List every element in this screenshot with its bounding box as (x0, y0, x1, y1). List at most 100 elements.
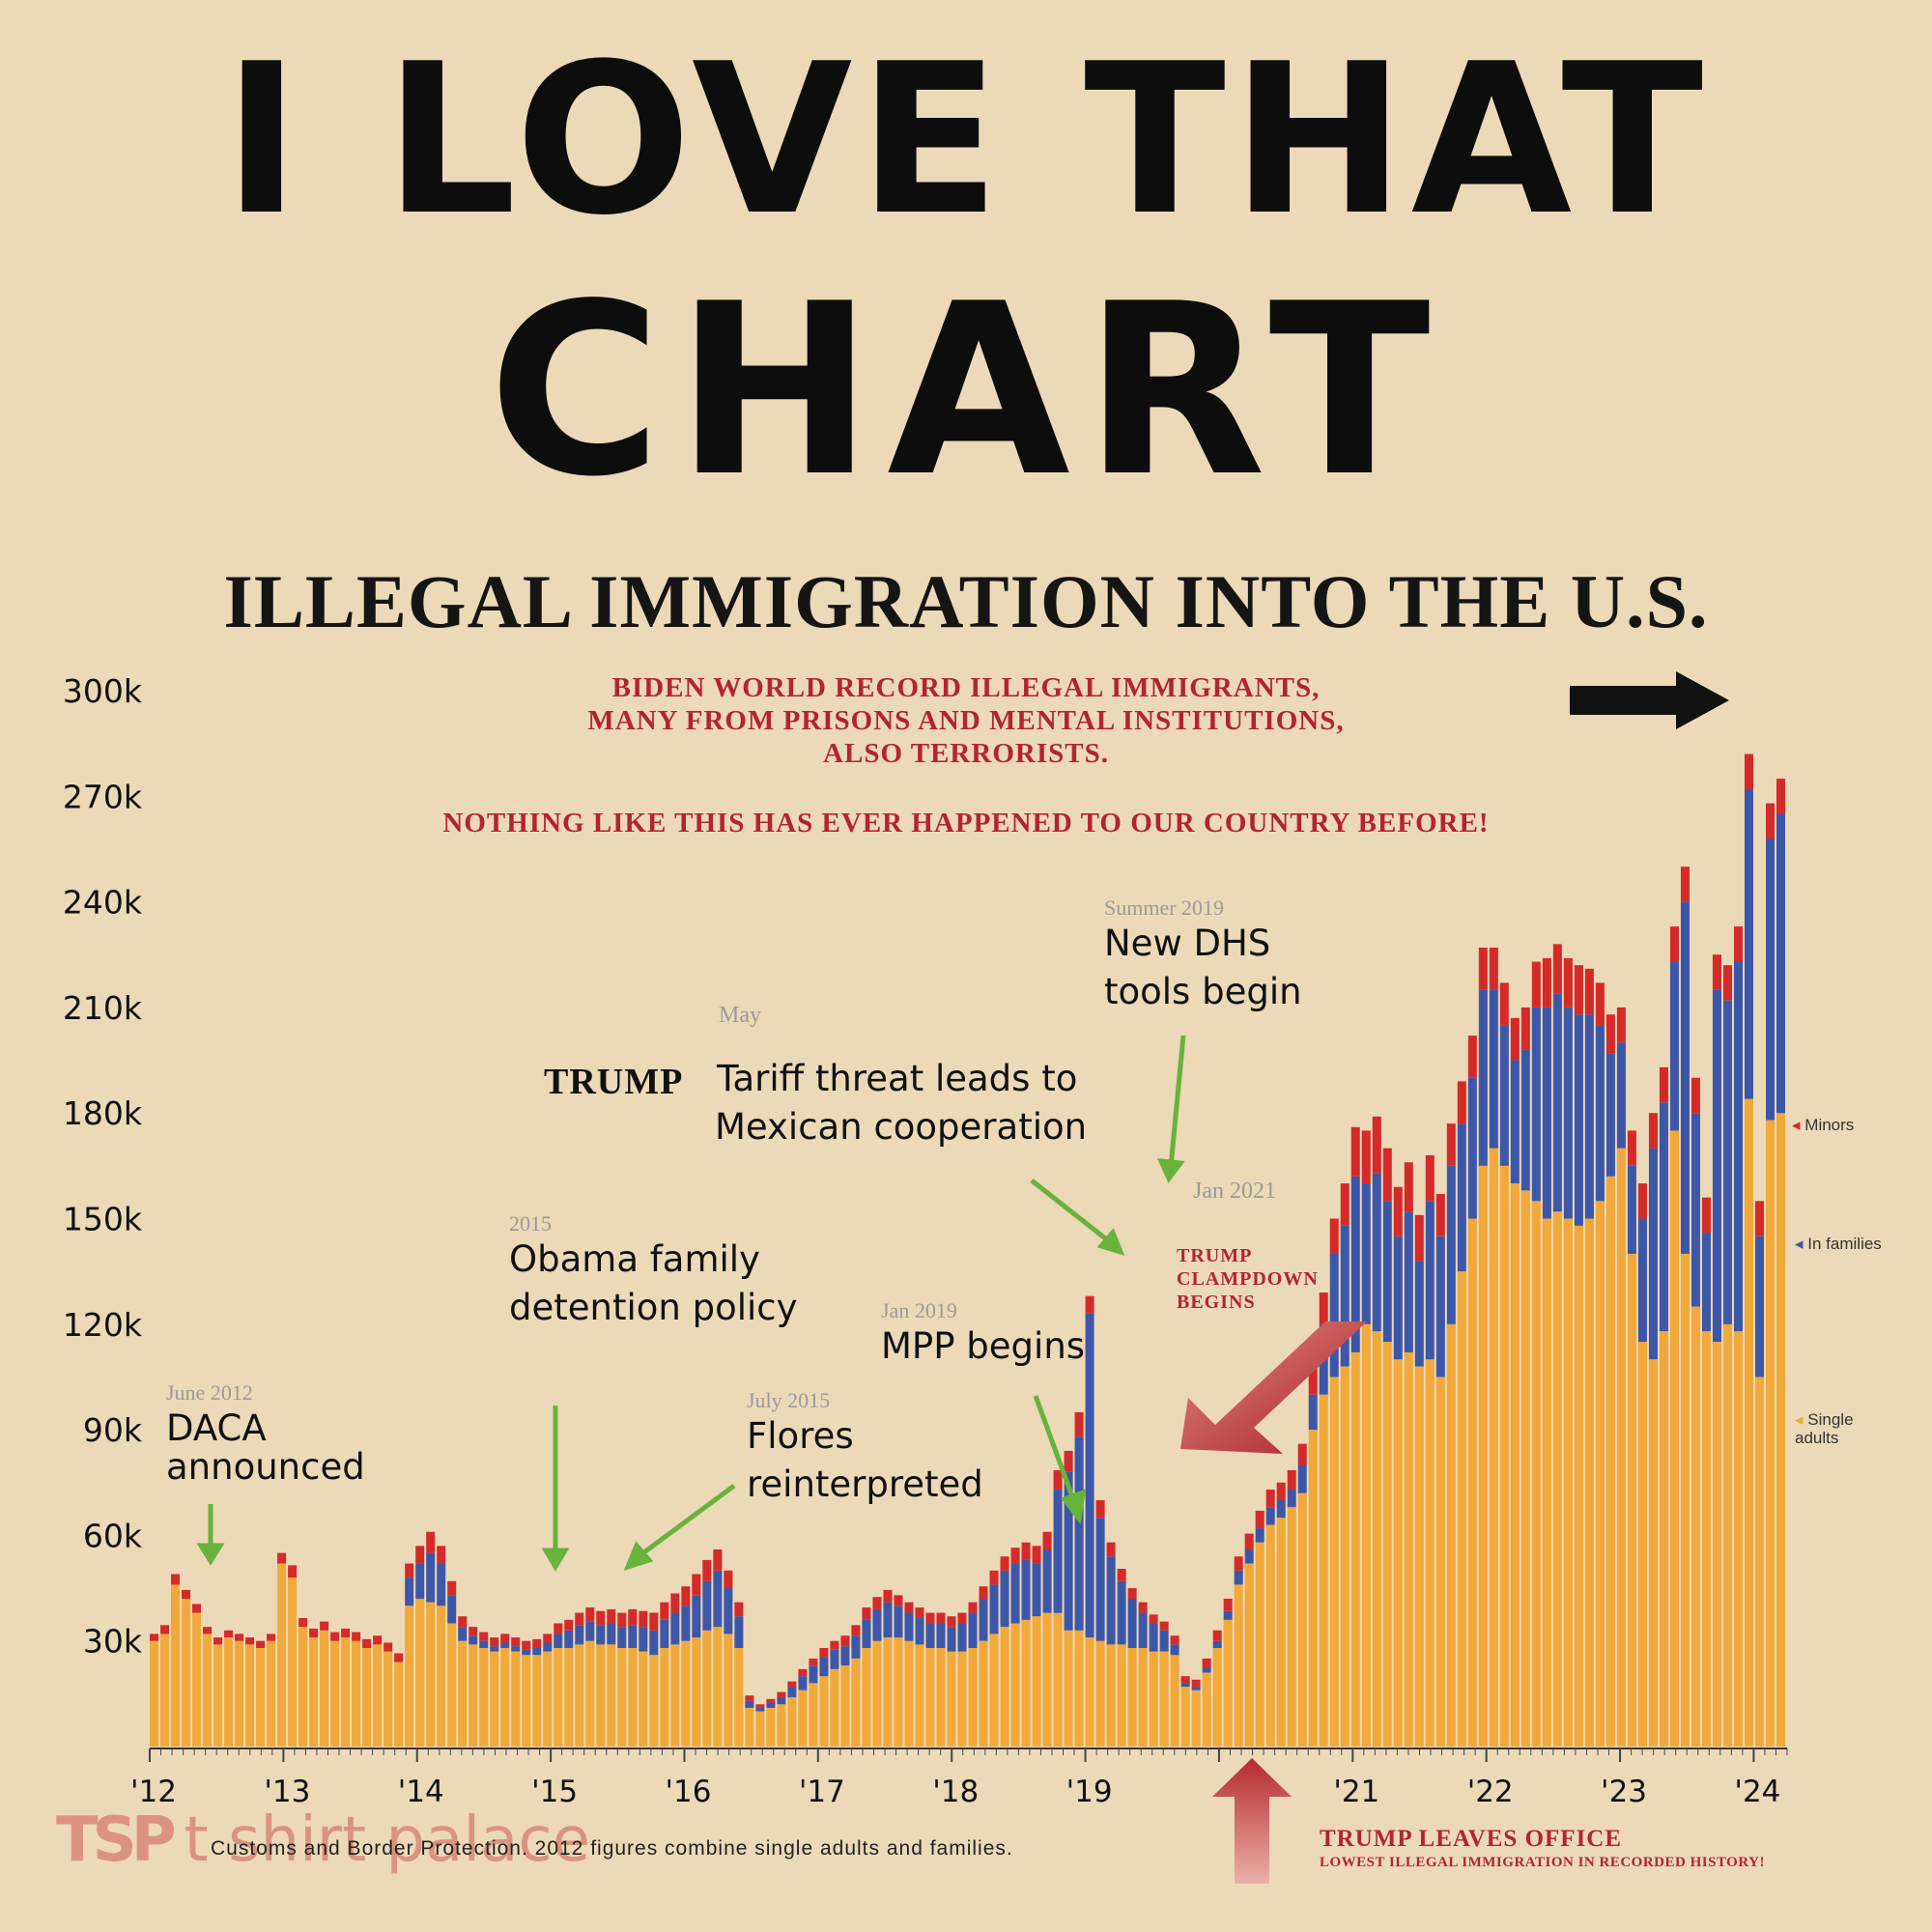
x-tick-label: '21 (1333, 1775, 1379, 1809)
bar-segment-minors (809, 1658, 818, 1666)
bar-segment-minors (1159, 1621, 1169, 1631)
bar-segment-minors (702, 1559, 712, 1581)
bar-segment-in-families (607, 1623, 616, 1645)
bar-segment-in-families (1520, 1049, 1530, 1191)
bar-segment-minors (1489, 947, 1498, 990)
bar-segment-minors (819, 1647, 829, 1658)
bar-segment-in-families (1489, 989, 1498, 1149)
bar-segment-in-families (1584, 1014, 1594, 1219)
bar-segment-single-adults (1542, 1218, 1551, 1747)
flores-arrow-icon (636, 1483, 736, 1560)
bar-segment-minors (224, 1630, 234, 1638)
bar-segment-in-families (575, 1625, 584, 1645)
bar-segment-in-families (554, 1634, 563, 1648)
bar-segment-minors (320, 1621, 329, 1631)
annotation-date: June 2012 (166, 1380, 253, 1405)
bar-segment-in-families (1170, 1644, 1179, 1656)
bar-segment-minors (1074, 1411, 1084, 1437)
bar-segment-single-adults (1627, 1253, 1636, 1747)
bar-segment-minors (1308, 1368, 1318, 1395)
bar-segment-in-families (660, 1619, 669, 1648)
bar-segment-in-families (426, 1552, 436, 1603)
bar-segment-single-adults (1170, 1655, 1179, 1747)
bar-segment-single-adults (628, 1647, 638, 1747)
bar-segment-single-adults (649, 1655, 659, 1747)
bar-segment-in-families (1223, 1610, 1233, 1620)
bar-segment-in-families (649, 1630, 659, 1656)
bar-segment-in-families (1627, 1165, 1636, 1254)
bar-segment-in-families (469, 1635, 478, 1645)
bar-segment-minors (1637, 1183, 1647, 1219)
bar-segment-minors (543, 1634, 553, 1643)
bar-segment-in-families (1722, 1000, 1732, 1324)
bar-segment-single-adults (1531, 1201, 1541, 1747)
bar-segment-minors (362, 1638, 372, 1648)
bar-segment-single-adults (883, 1637, 893, 1747)
bar-segment-single-adults (1520, 1190, 1530, 1747)
bar-segment-single-adults (1138, 1647, 1148, 1747)
bar-segment-minors (713, 1548, 723, 1571)
bar-segment-in-families (1776, 813, 1786, 1114)
bar-segment-minors (1659, 1066, 1668, 1103)
bar-segment-single-adults (1127, 1647, 1137, 1747)
bar-segment-minors (1457, 1081, 1466, 1124)
bar-segment-single-adults (1552, 1211, 1562, 1747)
y-tick-label: 30k (83, 1623, 143, 1661)
bar-segment-minors (1127, 1588, 1137, 1599)
bar-segment-single-adults (1319, 1394, 1328, 1747)
subtitle-line: ALSO TERRORISTS. (823, 738, 1109, 769)
bar-segment-single-adults (1446, 1323, 1456, 1747)
bar-segment-in-families (1010, 1563, 1020, 1624)
bar-segment-single-adults (1297, 1492, 1307, 1747)
bar-segment-minors (798, 1668, 808, 1677)
bar-segment-in-families (479, 1640, 489, 1648)
bar-segment-minors (1510, 1017, 1520, 1061)
bar-segment-single-adults (352, 1640, 361, 1747)
annotation-dhs: Summer 2019 New DHS tools begin (1104, 896, 1302, 1016)
bar-segment-in-families (1276, 1499, 1286, 1519)
bar-segment-in-families (1191, 1687, 1201, 1690)
bar-segment-minors (458, 1616, 468, 1628)
annotation-text: New DHS (1104, 923, 1271, 964)
bar-segment-single-adults (490, 1651, 499, 1747)
bar-segment-in-families (1095, 1518, 1105, 1641)
bar-segment-in-families (596, 1625, 606, 1645)
bar-segment-minors (1754, 1201, 1765, 1236)
bar-segment-minors (1244, 1533, 1254, 1549)
bar-segment-single-adults (1159, 1651, 1169, 1747)
bar-segment-minors (1064, 1450, 1073, 1472)
bar-segment-single-adults (766, 1707, 776, 1747)
bar-segment-minors (1276, 1482, 1286, 1500)
bar-segment-minors (1563, 957, 1573, 1008)
annotation-leaves-office: TRUMP LEAVES OFFICE LOWEST ILLEGAL IMMIG… (1320, 1826, 1899, 1871)
bar-segment-minors (1191, 1679, 1201, 1688)
bar-segment-minors (479, 1632, 489, 1641)
bar-segment-minors (1010, 1548, 1020, 1564)
bar-segment-in-families (437, 1563, 446, 1606)
annotation-text: reinterpreted (747, 1463, 983, 1505)
bar-segment-single-adults (511, 1651, 521, 1747)
leaves-office-arrow-icon (1212, 1758, 1292, 1884)
bar-segment-single-adults (1053, 1612, 1063, 1747)
bar-segment-minors (1574, 965, 1583, 1015)
bar-segment-single-adults (245, 1644, 255, 1747)
bar-segment-minors (660, 1602, 669, 1620)
legend-label: Single adults (1795, 1410, 1854, 1447)
bar-segment-minors (1744, 753, 1753, 790)
legend-marker-icon: ◂ (1792, 1116, 1801, 1134)
y-tick-label: 210k (63, 989, 143, 1027)
bar-segment-minors (692, 1574, 701, 1596)
bar-segment-minors (1180, 1676, 1190, 1684)
bar-segment-single-adults (1223, 1619, 1233, 1747)
bar-segment-in-families (1552, 993, 1562, 1212)
bar-segment-in-families (1637, 1218, 1647, 1343)
x-tick-label: '18 (932, 1775, 979, 1809)
bar-segment-single-adults (670, 1644, 680, 1747)
bar-segment-in-families (1085, 1313, 1094, 1638)
bar-segment-minors (405, 1563, 414, 1578)
annotation-text: Obama family (509, 1238, 760, 1280)
bar-segment-in-families (1138, 1612, 1148, 1648)
bar-segment-in-families (1127, 1598, 1137, 1648)
bar-segment-in-families (1287, 1490, 1296, 1508)
